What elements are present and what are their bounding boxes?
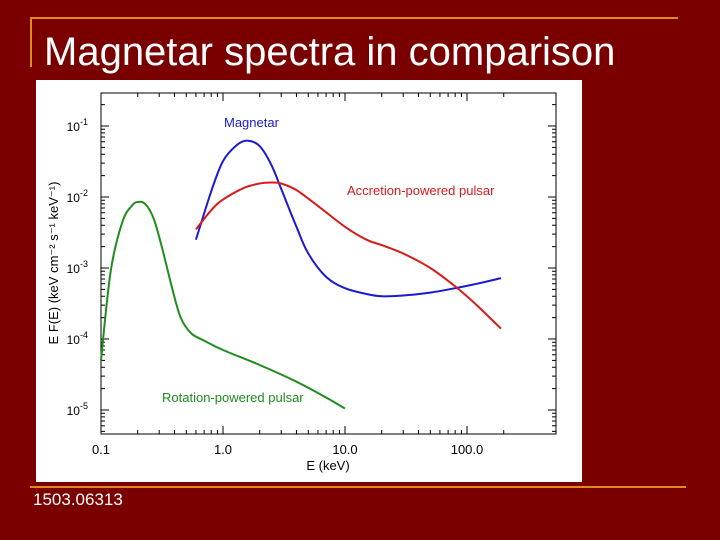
- bottom-accent-line: [30, 486, 686, 488]
- left-accent-line: [30, 17, 32, 67]
- x-ticks: 0.1 1.0 10.0 100.0: [92, 93, 505, 457]
- series-label-accretion-powered-pulsar: Accretion-powered pulsar: [347, 183, 495, 198]
- y-tick-label: 10-1: [67, 117, 88, 134]
- top-accent-line: [30, 17, 678, 19]
- x-tick-label: 1.0: [214, 442, 232, 457]
- series-label-rotation-powered-pulsar: Rotation-powered pulsar: [162, 390, 304, 405]
- x-tick-label: 0.1: [92, 442, 110, 457]
- series-lines: [100, 139, 502, 410]
- x-axis-label: E (keV): [306, 458, 349, 473]
- y-tick-label: 10-4: [67, 330, 88, 347]
- y-tick-label: 10-3: [67, 259, 88, 276]
- y-axis-label: E F(E) (keV cm⁻² s⁻¹ keV⁻¹): [46, 182, 61, 345]
- plot-frame: [100, 92, 557, 435]
- y-ticks: 10-1 10-2 10-3 10-4 10-5: [67, 104, 556, 432]
- chart-panel: 0.1 1.0 10.0 100.0 10-1 10-2 10-3 10-4 10-5 E (…: [36, 80, 582, 482]
- y-tick-label: 10-5: [67, 401, 88, 418]
- series-line-magnetar: [194, 139, 502, 298]
- citation: 1503.06313: [33, 490, 123, 509]
- y-tick-label: 10-2: [67, 188, 88, 205]
- slide-title: Magnetar spectra in comparison: [44, 30, 616, 74]
- x-tick-label: 100.0: [451, 442, 484, 457]
- series-line-accretion-powered-pulsar: [195, 181, 502, 330]
- series-line-rotation-powered-pulsar: [100, 200, 346, 410]
- x-tick-label: 10.0: [332, 442, 357, 457]
- series-label-magnetar: Magnetar: [224, 115, 280, 130]
- spectra-chart: 0.1 1.0 10.0 100.0 10-1 10-2 10-3 10-4 10-5 E (…: [46, 92, 557, 473]
